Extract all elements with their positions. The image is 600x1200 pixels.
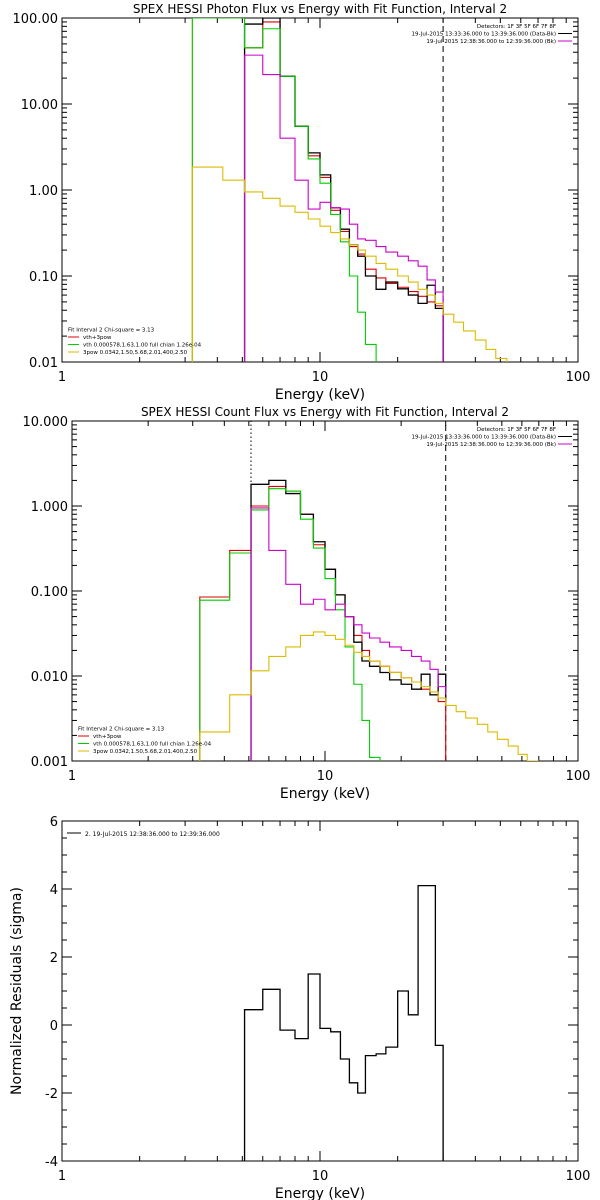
legend-entry: Detectors: 1F 3F 5F 6F 7F 8F: [477, 427, 556, 433]
legend-entry: vth+3pow: [83, 335, 112, 341]
legend-entry: 2. 19-Jul-2015 12:38:36.000 to 12:39:36.…: [85, 831, 220, 838]
data-layer: [243, 884, 444, 1161]
series-3pow: [199, 631, 539, 761]
y-tick-label: 1.00: [29, 184, 58, 199]
plot-frame: [61, 17, 579, 363]
series-vth-3pow: [199, 485, 447, 761]
x-tick-label: 1: [68, 769, 76, 784]
legend-entry: Fit Interval 2 Chi-square = 3.13: [68, 328, 155, 334]
chart-title: SPEX HESSI Photon Flux vs Energy with Fi…: [133, 2, 507, 16]
data-layer: [191, 18, 508, 362]
series-vth: [191, 18, 377, 362]
x-tick-label: 100: [566, 769, 591, 784]
legend-entry: 19-Jul-2015 13:33:36.000 to 13:39:36.000…: [412, 32, 557, 38]
series-vth-3pow: [244, 21, 444, 362]
y-tick-label: 10.000: [23, 415, 69, 430]
y-tick-label: 0.01: [29, 356, 58, 371]
y-tick-label: 4: [50, 883, 58, 898]
legend-entry: 19-Jul-2015 13:33:36.000 to 13:39:36.000…: [412, 435, 557, 441]
y-tick-label: 0.100: [31, 585, 68, 600]
y-tick-label: -4: [45, 1155, 58, 1170]
legend-entry: 19-Jul-2015 12:38:36.000 to 12:39:36.000…: [426, 39, 556, 45]
x-tick-label: 100: [566, 370, 591, 385]
x-axis-label: Energy (keV): [275, 387, 365, 403]
y-tick-label: 0.010: [31, 670, 68, 685]
legend-entry: vth 0.000578,1.63,1.00 full chian 1.26e-…: [93, 742, 212, 748]
x-tick-label: 100: [566, 1169, 591, 1184]
y-tick-label: 100.00: [13, 12, 59, 27]
series-bk: [244, 54, 444, 362]
legend-entry: 19-Jul-2015 12:38:36.000 to 12:39:36.000…: [426, 442, 556, 448]
series-3pow: [191, 166, 508, 362]
y-tick-label: 0.001: [31, 755, 68, 770]
series-bk: [250, 507, 447, 761]
x-tick-label: 10: [312, 1169, 329, 1184]
y-axis-label: Normalized Residuals (sigma): [9, 887, 25, 1095]
data-layer: [199, 421, 539, 761]
x-tick-label: 10: [317, 769, 334, 784]
legend-entry: 3pow 0.0342,1.50,5.68,2.01,400,2.50: [93, 749, 198, 755]
y-tick-label: 1.000: [31, 500, 68, 515]
x-tick-label: 10: [312, 370, 329, 385]
x-tick-label: 1: [58, 1169, 66, 1184]
legend-entry: Fit Interval 2 Chi-square = 3.13: [78, 727, 165, 733]
chart-3-residuals: 1 10 100 -4 -2 0 2 4 6 Energy (keV) Normalized Res…: [9, 815, 590, 1200]
y-tick-label: 2: [50, 951, 58, 966]
series-residuals: [243, 884, 444, 1161]
x-tick-label: 1: [58, 370, 66, 385]
x-axis-label: Energy (keV): [280, 786, 370, 802]
chart-2-count-flux: SPEX HESSI Count Flux vs Energy with Fit…: [23, 405, 591, 802]
legend-entry: 3pow 0.0342,1.50,5.68,2.01,400,2.50: [83, 350, 188, 356]
y-tick-label: 0: [50, 1019, 58, 1034]
y-tick-label: -2: [45, 1087, 58, 1102]
chart-1-photon-flux: SPEX HESSI Photon Flux vs Energy with Fi…: [13, 2, 591, 403]
chart-title: SPEX HESSI Count Flux vs Energy with Fit…: [141, 405, 509, 419]
series-data-bk: [250, 479, 447, 761]
x-axis-label: Energy (keV): [275, 1186, 365, 1200]
y-tick-label: 6: [50, 815, 58, 830]
series-data-bk: [243, 18, 444, 362]
y-tick-label: 0.10: [29, 270, 58, 285]
legend-entry: Detectors: 1F 3F 5F 6F 7F 8F: [477, 24, 556, 30]
series-vth: [199, 488, 381, 761]
y-tick-label: 10.00: [21, 98, 58, 113]
legend-entry: vth+3pow: [93, 734, 122, 740]
legend-entry: vth 0.000578,1.63,1.00 full chian 1.26e-…: [83, 343, 202, 349]
plot-frame: [71, 420, 579, 762]
